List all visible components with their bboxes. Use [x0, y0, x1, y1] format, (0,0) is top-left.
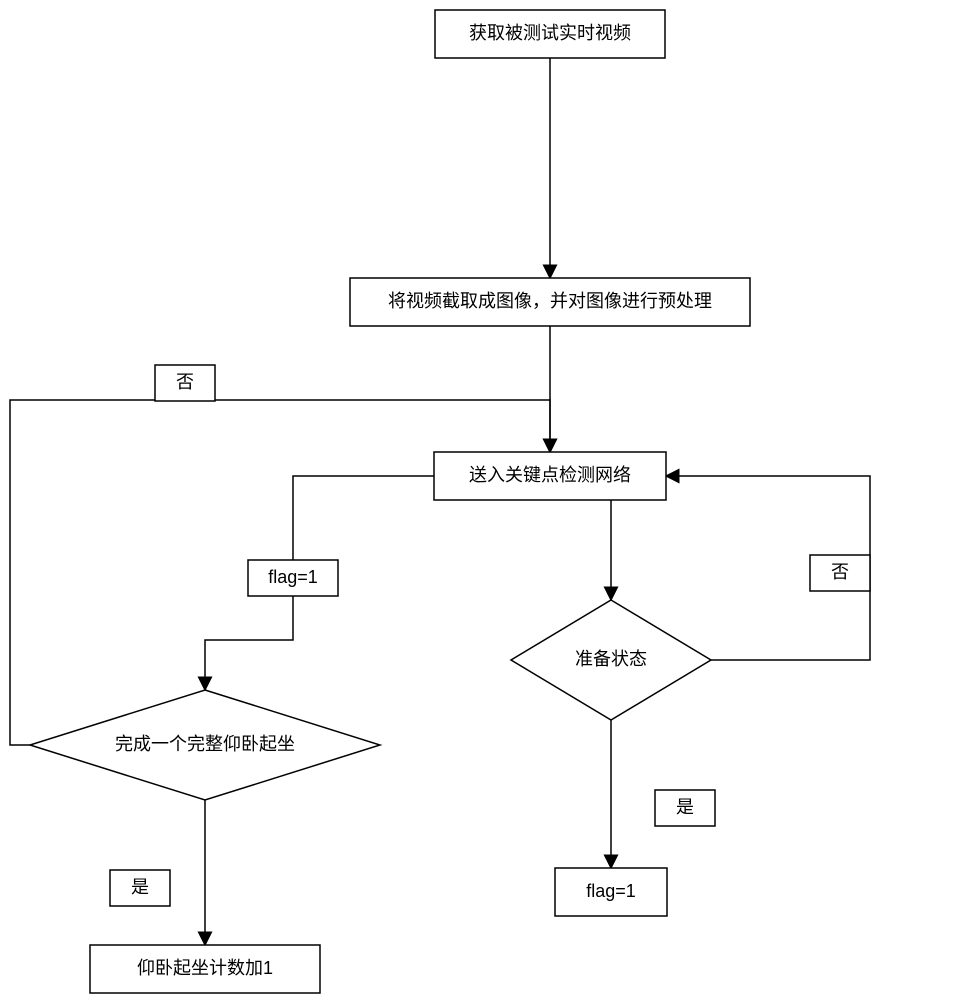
node-lblYes2-text: 是 — [131, 877, 149, 897]
node-d2: 完成一个完整仰卧起坐 — [30, 690, 380, 800]
node-n2: 将视频截取成图像，并对图像进行预处理 — [350, 278, 750, 326]
node-n3: 送入关键点检测网络 — [434, 452, 666, 500]
flowchart-canvas: 获取被测试实时视频将视频截取成图像，并对图像进行预处理送入关键点检测网络准备状态… — [0, 0, 963, 1000]
node-lblNo1-text: 否 — [176, 372, 194, 392]
node-n5-text: 仰卧起坐计数加1 — [137, 958, 273, 978]
node-d2-text: 完成一个完整仰卧起坐 — [115, 734, 295, 754]
node-n1-text: 获取被测试实时视频 — [469, 23, 631, 43]
node-lblFlag: flag=1 — [248, 560, 338, 596]
node-lblNo2: 否 — [810, 555, 870, 591]
node-lblFlag-text: flag=1 — [268, 567, 318, 587]
edge-e7 — [205, 596, 293, 690]
node-n4: flag=1 — [555, 868, 667, 916]
node-lblYes2: 是 — [110, 870, 170, 906]
node-lblNo1: 否 — [155, 365, 215, 401]
node-n3-text: 送入关键点检测网络 — [469, 465, 631, 485]
edge-e6 — [293, 476, 434, 560]
node-n1: 获取被测试实时视频 — [435, 10, 665, 58]
node-lblYes1: 是 — [655, 790, 715, 826]
node-n2-text: 将视频截取成图像，并对图像进行预处理 — [388, 291, 712, 311]
node-n4-text: flag=1 — [586, 881, 636, 901]
node-lblYes1-text: 是 — [676, 797, 694, 817]
node-lblNo2-text: 否 — [831, 562, 849, 582]
node-n5: 仰卧起坐计数加1 — [90, 945, 320, 993]
node-d1: 准备状态 — [511, 600, 711, 720]
node-d1-text: 准备状态 — [575, 649, 647, 669]
